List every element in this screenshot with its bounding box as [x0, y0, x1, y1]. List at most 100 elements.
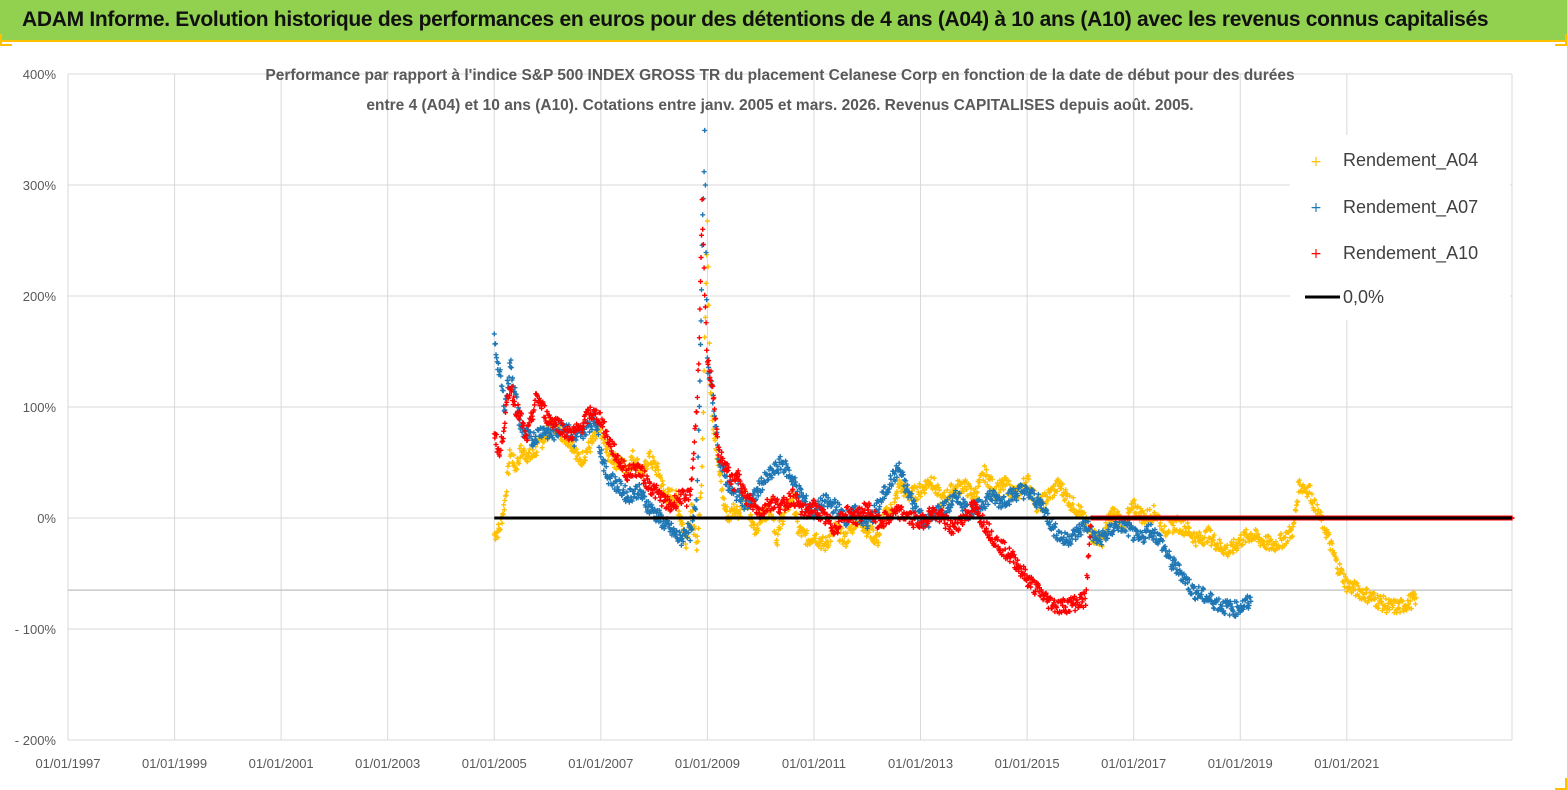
data-point — [506, 460, 512, 466]
data-point — [802, 501, 808, 507]
data-point — [507, 447, 513, 453]
data-point — [892, 478, 898, 484]
data-point — [618, 481, 624, 487]
data-point — [921, 525, 926, 531]
data-point — [642, 468, 648, 474]
data-point — [879, 499, 884, 505]
data-point — [852, 503, 858, 509]
data-point — [755, 493, 761, 499]
data-point — [995, 537, 1000, 543]
data-point — [626, 499, 632, 505]
data-point — [659, 503, 665, 509]
data-point — [614, 457, 620, 463]
legend-background — [1290, 135, 1510, 320]
data-point — [708, 368, 714, 374]
data-point — [1019, 483, 1025, 488]
data-point — [877, 531, 883, 537]
data-point — [529, 437, 535, 443]
data-point — [765, 476, 771, 482]
x-tick-label: 01/01/2021 — [1314, 756, 1379, 771]
data-point — [500, 512, 506, 518]
data-point — [522, 448, 527, 454]
data-point — [1148, 522, 1154, 527]
data-point — [1412, 591, 1418, 597]
data-point — [1059, 485, 1064, 491]
data-point — [777, 526, 783, 531]
data-point — [985, 502, 991, 507]
data-point — [854, 521, 860, 527]
data-point — [1053, 521, 1058, 527]
data-point — [825, 495, 831, 501]
data-point — [799, 533, 804, 539]
data-point — [593, 407, 599, 413]
data-point — [701, 265, 707, 271]
data-point — [1054, 605, 1060, 611]
data-point — [982, 505, 988, 511]
data-point — [608, 444, 614, 450]
data-point — [696, 361, 702, 367]
data-point — [1048, 596, 1054, 602]
data-point — [647, 480, 653, 486]
corner-marker-top-right — [1555, 34, 1567, 46]
data-point — [605, 457, 611, 463]
data-point — [662, 524, 668, 530]
data-point — [911, 510, 917, 516]
data-point — [777, 454, 783, 460]
data-point — [696, 335, 702, 341]
data-point — [1329, 541, 1335, 547]
corner-marker-bottom-right — [1555, 778, 1567, 790]
data-point — [1217, 537, 1222, 543]
data-point — [718, 478, 724, 484]
data-point — [696, 427, 702, 433]
data-point — [720, 455, 726, 461]
data-point — [506, 471, 511, 477]
data-point — [655, 461, 661, 467]
data-point — [886, 520, 892, 526]
data-point — [774, 542, 780, 548]
data-point — [1044, 508, 1050, 514]
data-point — [655, 467, 661, 473]
data-point — [996, 490, 1002, 496]
data-point — [993, 543, 999, 549]
data-point — [1087, 534, 1093, 540]
data-point — [589, 427, 595, 432]
data-point — [780, 518, 786, 524]
data-point — [989, 528, 995, 534]
data-point — [837, 524, 843, 530]
x-tick-label: 01/01/2005 — [462, 756, 527, 771]
data-point — [973, 485, 979, 491]
data-point — [571, 443, 577, 449]
data-point — [657, 488, 662, 494]
data-point — [1125, 533, 1131, 539]
data-point — [786, 491, 792, 496]
data-point — [1201, 586, 1206, 592]
data-point — [1334, 557, 1340, 563]
data-point — [966, 509, 971, 515]
data-point — [1216, 596, 1222, 602]
data-point — [742, 488, 748, 494]
data-point — [1119, 525, 1125, 531]
data-point — [989, 497, 995, 503]
data-point — [604, 434, 610, 440]
data-point — [1326, 531, 1332, 537]
data-point — [1240, 598, 1246, 604]
data-point — [1413, 595, 1419, 601]
data-point — [625, 477, 630, 483]
data-point — [602, 458, 608, 464]
y-tick-label: - 100% — [15, 622, 57, 637]
data-point — [1375, 592, 1381, 598]
data-point — [823, 492, 829, 498]
x-tick-label: 01/01/1997 — [35, 756, 100, 771]
data-point — [1010, 549, 1016, 555]
data-point — [500, 436, 506, 441]
data-point — [696, 404, 702, 409]
y-tick-label: 200% — [23, 289, 57, 304]
data-point — [899, 479, 905, 485]
data-point — [835, 530, 841, 536]
data-point — [498, 447, 504, 453]
data-point — [883, 521, 889, 527]
data-point — [516, 416, 522, 422]
data-point — [809, 504, 815, 510]
data-point — [1209, 592, 1215, 598]
data-point — [609, 439, 615, 444]
